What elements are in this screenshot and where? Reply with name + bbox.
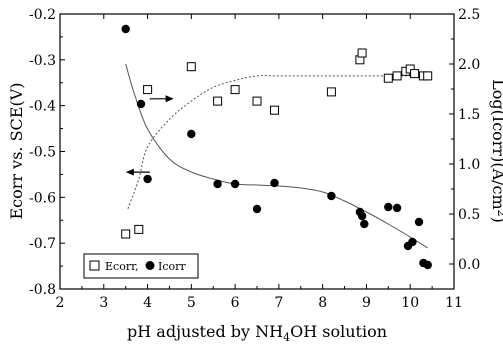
x-tick-label: 3: [99, 295, 108, 311]
x-tick-label: 6: [231, 295, 240, 311]
x-tick-label: 10: [401, 295, 419, 311]
x-tick-label: 11: [445, 295, 463, 311]
ecorr-point: [383, 73, 393, 83]
ecorr-point: [213, 96, 223, 106]
icorr-point: [327, 191, 336, 201]
icorr-point: [270, 178, 279, 188]
y-left-tick-label: -0.6: [29, 190, 56, 206]
icorr-point: [136, 99, 146, 109]
plot-frame: [59, 13, 455, 290]
ecorr-point: [270, 105, 279, 115]
ecorr-point: [143, 85, 153, 95]
legend-label-ecorr: Ecorr,: [105, 260, 139, 273]
y-right-tick-label: 2.5: [458, 7, 480, 23]
ecorr-point: [410, 69, 420, 79]
x-axis-title-subscript: 4: [283, 331, 290, 344]
data-points: [121, 24, 433, 270]
ecorr-point: [230, 85, 240, 95]
icorr-point: [187, 129, 196, 139]
trend-lines: [125, 63, 428, 249]
ecorr-point: [326, 87, 336, 97]
ecorr-point: [121, 229, 131, 239]
arrow-right-head: [165, 95, 174, 103]
x-axis-title: pH adjusted by NH4OH solution: [127, 322, 387, 344]
y-axis-right-title: Log(Icorr)(A/cm2): [489, 79, 503, 223]
y-axis-right-title-superscript: 2: [495, 210, 503, 217]
y-axis-right-title-text: Log(Icorr)(A/cm: [489, 79, 503, 210]
y-left-tick-label: -0.4: [29, 99, 56, 115]
icorr-point: [392, 203, 402, 213]
icorr-point: [408, 237, 417, 247]
y-left-tick-label: -0.3: [29, 53, 56, 69]
y-right-tick-label: 0.5: [458, 207, 480, 223]
axis-ticks: 2 3 4 5 6 7 8 9 10 11 -0.2 -0.3 -0.4 -0.5 -0.6 -0.7 -0.8…: [29, 7, 480, 311]
y-right-tick-label: 2.0: [458, 57, 480, 73]
y-left-tick-label: -0.5: [29, 145, 56, 161]
direction-arrows: [125, 95, 174, 176]
icorr-point: [423, 260, 432, 270]
ecorr-point: [134, 224, 144, 234]
icorr-point: [143, 174, 152, 184]
icorr-point: [384, 202, 393, 212]
y-right-tick-label: 0.0: [458, 257, 480, 273]
y-left-tick-label: -0.2: [29, 7, 56, 23]
trend-line-ecorr: [127, 75, 428, 209]
ecorr-point: [252, 96, 262, 106]
icorr-point: [230, 179, 240, 189]
y-axis-right-title-text-end: ): [489, 217, 503, 223]
ecorr-point: [186, 62, 196, 72]
x-tick-label: 9: [362, 295, 371, 311]
icorr-point: [213, 179, 222, 189]
ecorr-point: [357, 48, 367, 58]
icorr-point: [121, 24, 130, 34]
y-left-tick-label: -0.7: [29, 236, 56, 252]
legend: Ecorr, Icorr: [83, 253, 199, 279]
plot-area-border: [59, 13, 455, 290]
x-tick-label: 8: [318, 295, 327, 311]
icorr-point: [414, 217, 424, 227]
x-tick-label: 5: [187, 295, 196, 311]
icorr-point: [360, 219, 369, 229]
x-tick-label: 4: [143, 295, 152, 311]
y-right-tick-label: 1.5: [458, 107, 480, 123]
x-tick-label: 7: [274, 295, 283, 311]
legend-box: [83, 253, 199, 279]
legend-marker-ecorr: [89, 260, 100, 271]
y-left-tick-label: -0.8: [29, 282, 56, 298]
ecorr-point: [392, 71, 402, 81]
ecorr-point: [423, 71, 433, 81]
arrow-left-head: [125, 168, 134, 176]
legend-label-icorr: Icorr: [158, 260, 186, 273]
legend-marker-icorr: [145, 261, 155, 270]
icorr-point: [252, 204, 262, 214]
y-right-tick-label: 1.0: [458, 157, 480, 173]
x-axis-title-text: pH adjusted by NH: [127, 322, 283, 341]
icorr-point: [357, 211, 367, 221]
trend-line-icorr: [125, 63, 428, 249]
x-axis-title-text-end: OH solution: [290, 322, 387, 341]
y-axis-left-title: Ecorr vs. SCE(V): [7, 83, 26, 220]
x-tick-label: 2: [56, 295, 65, 311]
